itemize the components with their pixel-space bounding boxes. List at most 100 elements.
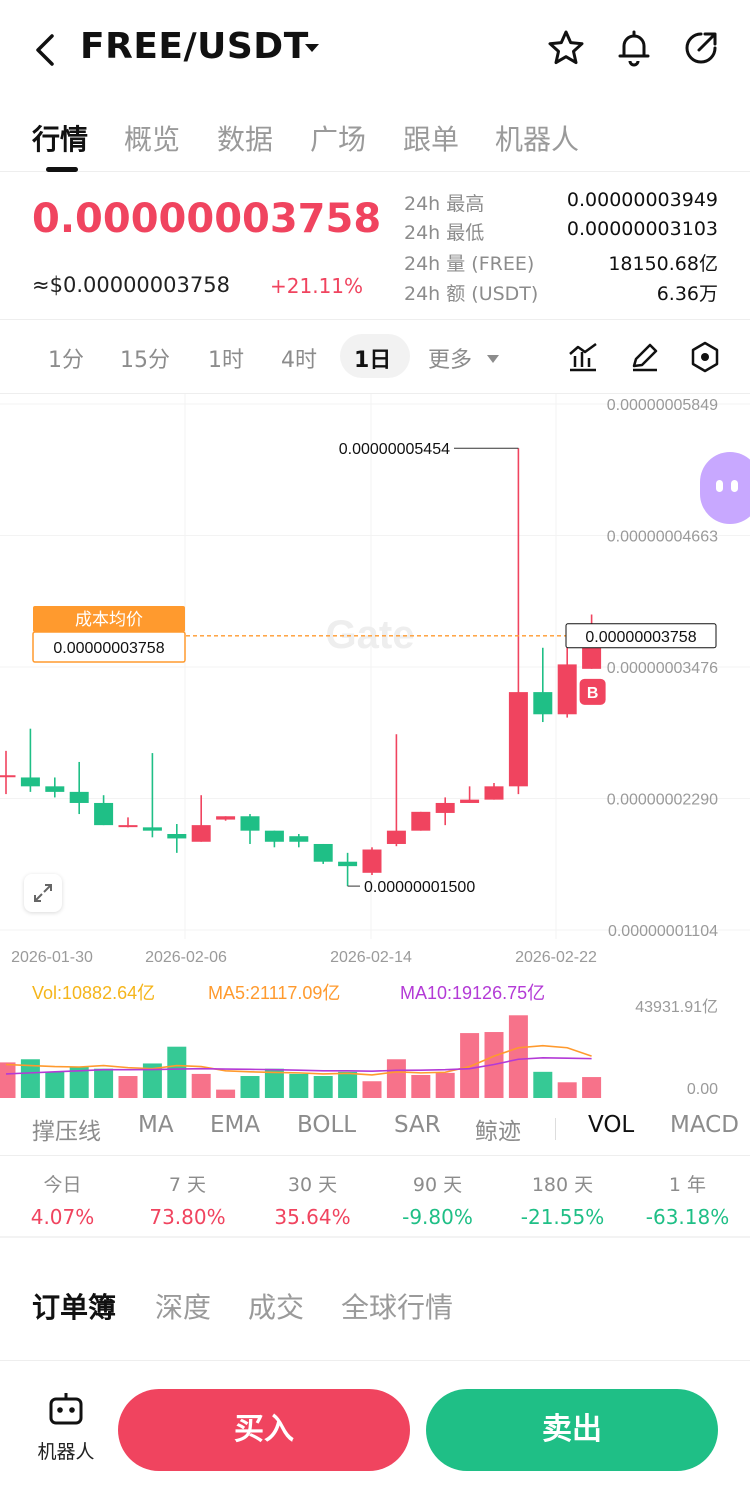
active-tab-indicator [46, 167, 78, 172]
candle-body [338, 862, 357, 866]
robot-icon [46, 1391, 86, 1427]
more-caret-icon [486, 354, 500, 364]
price-axis-label: 0.00000001104 [608, 923, 718, 940]
candle-body [314, 844, 333, 862]
tab-global-market[interactable]: 全球行情 [341, 1286, 453, 1326]
cost-badge-value: 0.00000003758 [53, 640, 164, 657]
tab-square[interactable]: 广场 [310, 118, 366, 158]
perf-label: 180 天 [500, 1170, 625, 1197]
price-axis-label: 0.00000002290 [607, 792, 718, 809]
tab-copy-trading[interactable]: 跟单 [403, 118, 459, 158]
volume-bar [216, 1090, 235, 1098]
indicator-separator [555, 1118, 556, 1140]
candle-body [45, 786, 64, 792]
perf-label: 90 天 [375, 1170, 500, 1197]
indicator-sar[interactable]: SAR [394, 1112, 441, 1138]
interval-1m[interactable]: 1分 [48, 342, 84, 374]
candlestick-chart[interactable]: 0.000000058490.000000046630.000000034760… [0, 394, 750, 1104]
candle-body [167, 834, 186, 838]
candle-body [0, 775, 16, 777]
tab-trades[interactable]: 成交 [248, 1286, 304, 1326]
stat-low-value: 0.00000003103 [567, 218, 718, 240]
volume-bar [460, 1033, 479, 1098]
perf-label: 7 天 [125, 1170, 250, 1197]
volume-bar [338, 1072, 357, 1098]
perf-label: 今日 [0, 1170, 125, 1197]
back-icon[interactable] [30, 30, 60, 70]
candle-body [119, 825, 138, 827]
volume-bar [94, 1069, 113, 1098]
interval-more[interactable]: 更多 [428, 342, 472, 374]
sell-button[interactable]: 卖出 [426, 1389, 718, 1471]
section-divider [0, 1236, 750, 1238]
stat-turnover-value: 6.36万 [657, 279, 718, 306]
robot-label: 机器人 [26, 1437, 106, 1464]
bell-icon[interactable] [614, 28, 654, 68]
volume-bar [119, 1076, 138, 1098]
volume-bar [411, 1075, 430, 1098]
main-tabs: 行情 概览 数据 广场 跟单 机器人 [0, 100, 750, 172]
price-change: +21.11% [270, 274, 363, 298]
perf-1y: 1 年 -63.18% [625, 1170, 750, 1229]
indicator-ema[interactable]: EMA [210, 1112, 260, 1138]
draw-pen-icon[interactable] [628, 340, 662, 374]
tab-overview[interactable]: 概览 [124, 118, 180, 158]
perf-value: 4.07% [0, 1205, 125, 1229]
volume-bar [45, 1072, 64, 1098]
min-price-label: 0.00000001500 [364, 879, 475, 896]
candle-body [21, 777, 40, 786]
interval-1h[interactable]: 1时 [208, 342, 244, 374]
indicator-vol[interactable]: VOL [588, 1112, 634, 1138]
ma10-label: MA10:19126.75亿 [400, 983, 545, 1003]
robot-button[interactable]: 机器人 [26, 1391, 106, 1471]
interval-4h[interactable]: 4时 [281, 342, 317, 374]
candle-body [241, 816, 260, 830]
indicator-boll[interactable]: BOLL [297, 1112, 356, 1138]
tab-data[interactable]: 数据 [217, 118, 273, 158]
perf-value: 35.64% [250, 1205, 375, 1229]
indicator-whale[interactable]: 鲸迹 [475, 1112, 521, 1146]
volume-bars: Vol:10882.64亿MA5:21117.09亿MA10:19126.75亿… [0, 983, 718, 1098]
price-axis-label: 0.00000005849 [607, 397, 718, 414]
last-price: 0.00000003758 [32, 196, 381, 242]
perf-7d: 7 天 73.80% [125, 1170, 250, 1229]
price-axis-label: 0.00000004663 [607, 529, 718, 546]
volume-bar [241, 1076, 260, 1098]
perf-180d: 180 天 -21.55% [500, 1170, 625, 1229]
perf-label: 1 年 [625, 1170, 750, 1197]
volume-bar [167, 1047, 186, 1098]
date-axis-label: 2026-02-06 [145, 949, 227, 966]
vol-label: Vol:10882.64亿 [32, 983, 155, 1003]
tab-bots[interactable]: 机器人 [495, 118, 579, 158]
volume-axis-max: 43931.91亿 [635, 998, 718, 1016]
expand-chart-icon[interactable] [24, 874, 62, 912]
indicator-macd[interactable]: MACD [670, 1112, 739, 1138]
pair-title[interactable]: FREE/USDT [80, 26, 309, 67]
candle-body [70, 792, 89, 803]
interval-1d[interactable]: 1日 [354, 342, 391, 374]
caret-down-icon[interactable] [303, 42, 321, 54]
indicator-icon[interactable] [566, 340, 600, 374]
volume-bar [387, 1059, 406, 1098]
assistant-bubble-icon[interactable] [700, 452, 750, 524]
indicator-support-resistance[interactable]: 撑压线 [32, 1112, 101, 1146]
star-icon[interactable] [546, 28, 586, 68]
candle-body [509, 692, 528, 786]
bottom-action-bar: 机器人 买入 卖出 [0, 1360, 750, 1500]
interval-15m[interactable]: 15分 [120, 342, 170, 374]
candle-body [387, 831, 406, 844]
tab-market[interactable]: 行情 [32, 118, 88, 158]
stat-high-label: 24h 最高 [404, 189, 484, 216]
stat-high-value: 0.00000003949 [567, 189, 718, 211]
indicator-ma[interactable]: MA [138, 1112, 174, 1138]
settings-hex-icon[interactable] [688, 340, 722, 374]
candle-body [363, 850, 382, 873]
stat-volume-label: 24h 量 (FREE) [404, 249, 534, 276]
share-icon[interactable] [681, 28, 721, 68]
buy-button[interactable]: 买入 [118, 1389, 410, 1471]
volume-bar [533, 1072, 552, 1098]
candle-body [411, 812, 430, 831]
assistant-eye [731, 480, 738, 492]
tab-depth[interactable]: 深度 [155, 1286, 211, 1326]
tab-order-book[interactable]: 订单簿 [32, 1286, 116, 1326]
